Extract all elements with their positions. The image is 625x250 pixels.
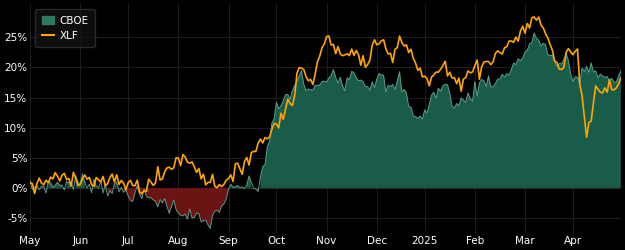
Legend: CBOE, XLF: CBOE, XLF — [35, 9, 94, 47]
